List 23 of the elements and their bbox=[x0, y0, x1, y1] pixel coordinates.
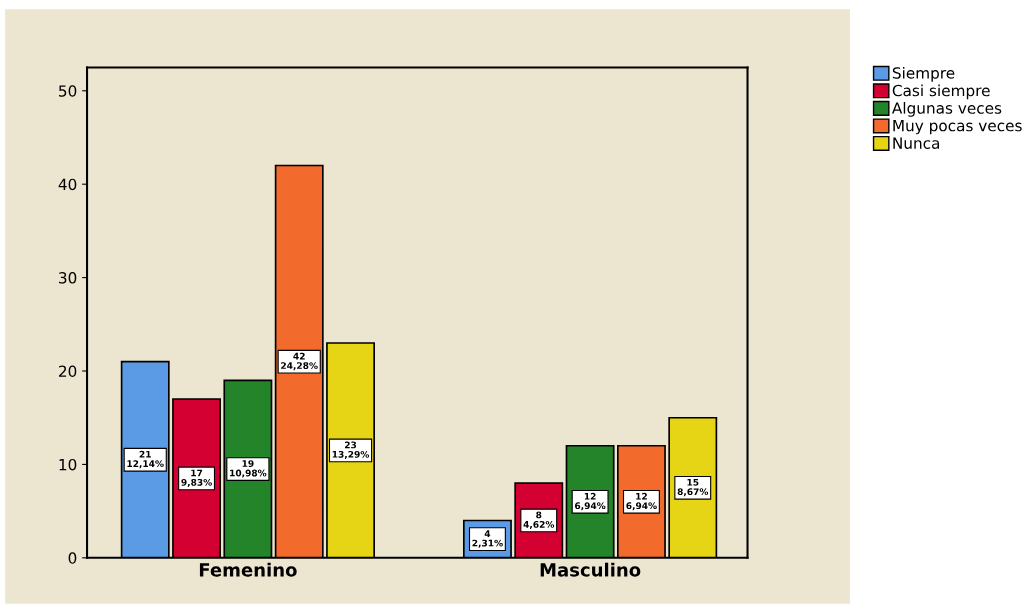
data-label: 15 8,67% bbox=[677, 478, 709, 497]
data-label: 8 4,62% bbox=[523, 511, 555, 529]
data-label: 12 6,94% bbox=[626, 492, 657, 511]
y-tick-label: 10 bbox=[59, 458, 77, 471]
data-label: 42 24,28% bbox=[281, 352, 318, 371]
legend-label: Nunca bbox=[893, 137, 940, 149]
data-label: 21 12,14% bbox=[127, 450, 164, 469]
y-tick-label: 50 bbox=[59, 85, 77, 97]
legend-label: Algunas veces bbox=[892, 102, 1002, 117]
y-tick-label: 20 bbox=[59, 365, 77, 378]
legend-label: Siempre bbox=[892, 66, 955, 82]
y-tick-label: 40 bbox=[58, 178, 77, 191]
x-tick-label: Femenino bbox=[199, 562, 297, 577]
legend-label: Casi siempre bbox=[892, 84, 990, 100]
data-label: 23 13,29% bbox=[332, 441, 370, 459]
x-tick-label: Masculino bbox=[540, 562, 641, 577]
legend-label: Muy pocas veces bbox=[893, 120, 1022, 135]
y-tick-label: 30 bbox=[59, 272, 77, 284]
data-label: 19 10,98% bbox=[230, 460, 267, 478]
y-tick-label: 0 bbox=[68, 552, 77, 564]
data-label: 17 9,83% bbox=[181, 469, 212, 487]
data-label: 12 6,94% bbox=[575, 492, 606, 511]
data-label: 4 2,31% bbox=[472, 530, 503, 548]
